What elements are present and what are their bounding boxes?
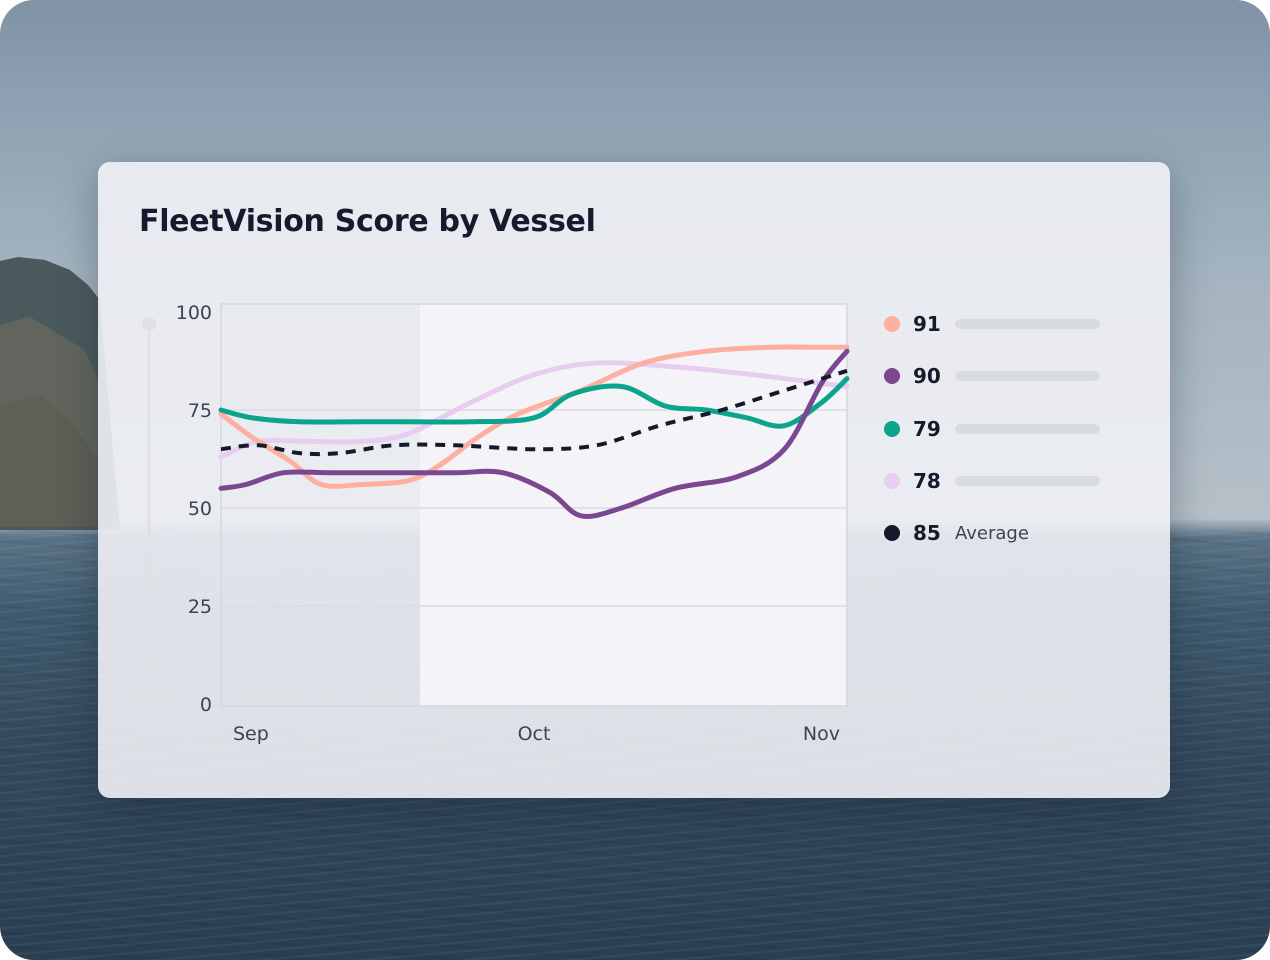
y-tick-label: 25 (188, 596, 212, 618)
series-line-average[interactable] (220, 368, 848, 457)
y-tick-label: 0 (200, 694, 212, 716)
legend-item-1[interactable]: 91 (884, 312, 1144, 336)
y-axis-ticks: 0 25 50 75 100 (176, 302, 212, 716)
legend-label-placeholder-3 (955, 424, 1100, 434)
legend-item-average[interactable]: 85 Average (884, 521, 1144, 545)
legend-dot-3 (884, 421, 900, 437)
legend-item-2[interactable]: 90 (884, 364, 1144, 388)
series-line-79[interactable] (218, 376, 850, 429)
legend-label-placeholder-4 (955, 476, 1100, 486)
legend-label-average: Average (955, 522, 1029, 544)
legend-dot-4 (884, 473, 900, 489)
series-line-90[interactable] (218, 348, 850, 519)
series-line-78[interactable] (218, 360, 850, 460)
x-tick-label: Nov (803, 723, 840, 745)
legend-label-placeholder-2 (955, 371, 1100, 381)
x-tick-label: Sep (233, 723, 269, 745)
plot-frame (220, 303, 848, 707)
legend-label-placeholder-1 (955, 319, 1100, 329)
mountain-silhouette (0, 257, 120, 530)
line-chart: 0 25 50 75 100 Sep Oct Nov (142, 302, 850, 745)
series-lines (218, 344, 850, 519)
chart-card: FleetVision Score by Vessel 0 25 50 75 100 S… (98, 162, 1170, 798)
x-axis-ticks: Sep Oct Nov (233, 723, 840, 745)
legend-dot-average (884, 525, 900, 541)
legend-item-3[interactable]: 79 (884, 417, 1144, 441)
legend-item-4[interactable]: 78 (884, 469, 1144, 493)
legend-value-average: 85 (913, 521, 941, 545)
scroll-handle[interactable] (142, 317, 156, 331)
y-tick-label: 50 (188, 498, 212, 520)
y-tick-label: 75 (188, 400, 212, 422)
legend-value-2: 90 (913, 364, 941, 388)
legend-value-1: 91 (913, 312, 941, 336)
chart-title: FleetVision Score by Vessel (139, 204, 596, 239)
legend-dot-1 (884, 316, 900, 332)
y-tick-label: 100 (176, 302, 212, 324)
legend-value-3: 79 (913, 417, 941, 441)
legend-dot-2 (884, 368, 900, 384)
legend-value-4: 78 (913, 469, 941, 493)
x-tick-label: Oct (518, 723, 551, 745)
